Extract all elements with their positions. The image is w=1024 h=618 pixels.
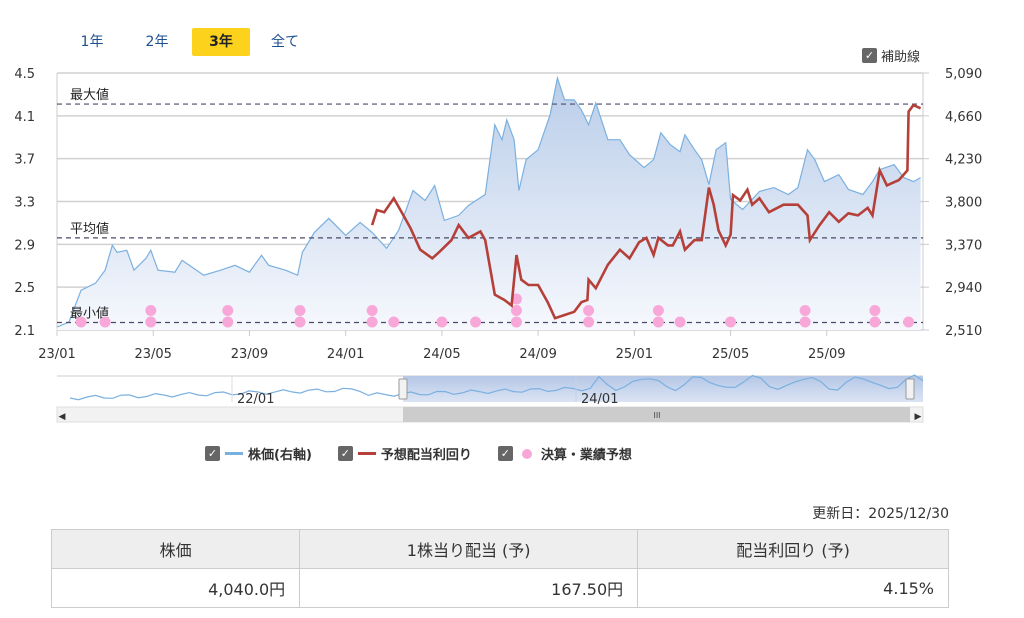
event-dot bbox=[75, 316, 87, 328]
stock-chart: 2.1 2,510 2.5 2,940 2.9 3,370 3.3 3,800 3.7 4,230… bbox=[14, 67, 982, 423]
dot-swatch-icon bbox=[521, 448, 532, 459]
event-dot bbox=[145, 316, 157, 328]
x-tick-label: 25/09 bbox=[808, 347, 845, 362]
event-dot bbox=[510, 316, 522, 328]
navigator-line bbox=[69, 374, 924, 401]
value-price: 4,040.0円 bbox=[50, 568, 301, 608]
event-dot bbox=[510, 305, 522, 316]
event-dot bbox=[436, 316, 448, 328]
event-dot bbox=[145, 305, 157, 316]
event-dot bbox=[869, 316, 881, 328]
range-2y-button[interactable]: 2年 bbox=[145, 34, 169, 50]
checkbox-icon: ✓ bbox=[497, 446, 513, 461]
event-dot bbox=[652, 305, 664, 316]
x-tick-label: 25/05 bbox=[712, 347, 749, 362]
checkbox-icon: ✓ bbox=[205, 446, 220, 461]
navigator-selected-range bbox=[403, 376, 923, 402]
navigator-label: 22/01 bbox=[237, 392, 274, 407]
event-dot bbox=[799, 316, 811, 328]
header-yield: 配当利回り (予) bbox=[637, 529, 949, 569]
scrollbar-thumb[interactable] bbox=[403, 407, 910, 422]
checkbox-icon: ✓ bbox=[337, 446, 353, 461]
left-tick-label: 4.1 bbox=[14, 110, 35, 125]
event-dot bbox=[366, 305, 378, 316]
right-tick-label: 4,230 bbox=[945, 153, 982, 168]
event-dot bbox=[869, 305, 881, 316]
right-tick-label: 5,090 bbox=[945, 67, 982, 82]
event-dot bbox=[222, 316, 234, 328]
event-dot bbox=[222, 305, 234, 316]
x-tick-label: 25/01 bbox=[616, 347, 653, 362]
event-dot bbox=[294, 316, 306, 328]
updated-date: 更新日：2025/12/30 bbox=[812, 506, 949, 522]
x-tick-label: 23/09 bbox=[231, 347, 268, 362]
reference-line-label: 平均値 bbox=[70, 221, 109, 237]
checkbox-icon: ✓ bbox=[862, 48, 877, 63]
left-tick-label: 2.9 bbox=[14, 238, 35, 253]
scroll-left-arrow-icon[interactable]: ◀ bbox=[59, 412, 66, 422]
event-dot bbox=[294, 305, 306, 316]
right-tick-label: 3,370 bbox=[945, 238, 982, 253]
x-tick-label: 24/09 bbox=[519, 347, 556, 362]
x-tick-label: 24/05 bbox=[423, 347, 460, 362]
legend-label: 決算・業績予想 bbox=[540, 448, 632, 463]
scrollbar-grip-icon: III bbox=[653, 411, 660, 420]
value-dividend: 167.50円 bbox=[299, 568, 639, 608]
event-dot bbox=[583, 305, 595, 316]
left-tick-label: 3.3 bbox=[14, 196, 35, 211]
navigator-handle[interactable] bbox=[905, 378, 915, 400]
event-dot bbox=[725, 316, 737, 328]
left-tick-label: 2.1 bbox=[14, 324, 35, 339]
left-tick-label: 2.5 bbox=[14, 281, 35, 296]
x-tick-label: 23/05 bbox=[134, 347, 171, 362]
left-tick-label: 3.7 bbox=[14, 153, 35, 168]
right-tick-label: 2,510 bbox=[945, 324, 982, 339]
value-yield: 4.15% bbox=[637, 568, 949, 608]
range-3y-button[interactable]: 3年 bbox=[192, 28, 250, 56]
left-tick-label: 4.5 bbox=[14, 67, 35, 82]
event-dot bbox=[799, 305, 811, 316]
summary-table: 株価 1株当り配当 (予) 配当利回り (予) 4,040.0円 167.50円 4.1… bbox=[50, 529, 949, 608]
event-dot bbox=[99, 316, 111, 328]
header-dividend: 1株当り配当 (予) bbox=[299, 529, 639, 569]
event-dot bbox=[674, 316, 686, 328]
event-dot bbox=[652, 316, 664, 328]
event-dot bbox=[903, 316, 915, 328]
event-dot bbox=[470, 316, 482, 328]
line-swatch-icon bbox=[357, 452, 376, 455]
range-1y-button[interactable]: 1年 bbox=[80, 34, 104, 50]
aux-lines-label: 補助線 bbox=[881, 50, 921, 65]
range-all-button[interactable]: 全て bbox=[271, 34, 299, 50]
legend-label: 株価(右軸) bbox=[248, 448, 312, 463]
right-tick-label: 3,800 bbox=[945, 196, 982, 211]
event-dot bbox=[366, 316, 378, 328]
legend: ✓ 株価(右軸) ✓ 予想配当利回り ✓ 決算・業績予想 bbox=[205, 444, 632, 463]
right-tick-label: 4,660 bbox=[945, 110, 982, 125]
aux-lines-toggle[interactable]: ✓ 補助線 bbox=[862, 46, 920, 65]
x-tick-label: 24/01 bbox=[327, 347, 364, 362]
yield-line bbox=[370, 103, 922, 320]
price-line bbox=[56, 75, 921, 328]
legend-item-price[interactable]: ✓ 株価(右軸) bbox=[205, 444, 312, 463]
legend-label: 予想配当利回り bbox=[380, 448, 472, 463]
right-tick-label: 2,940 bbox=[945, 281, 982, 296]
reference-line-label: 最大値 bbox=[70, 87, 109, 103]
legend-item-yield[interactable]: ✓ 予想配当利回り bbox=[337, 444, 472, 463]
line-swatch-icon bbox=[225, 452, 243, 455]
legend-item-events[interactable]: ✓ 決算・業績予想 bbox=[497, 444, 632, 463]
navigator-label: 24/01 bbox=[581, 392, 618, 407]
x-tick-label: 23/01 bbox=[38, 347, 75, 362]
event-dot bbox=[388, 316, 400, 328]
header-price: 株価 bbox=[50, 529, 301, 569]
navigator-handle[interactable] bbox=[398, 378, 408, 400]
event-dot bbox=[583, 316, 595, 328]
scroll-right-arrow-icon[interactable]: ▶ bbox=[915, 412, 922, 422]
